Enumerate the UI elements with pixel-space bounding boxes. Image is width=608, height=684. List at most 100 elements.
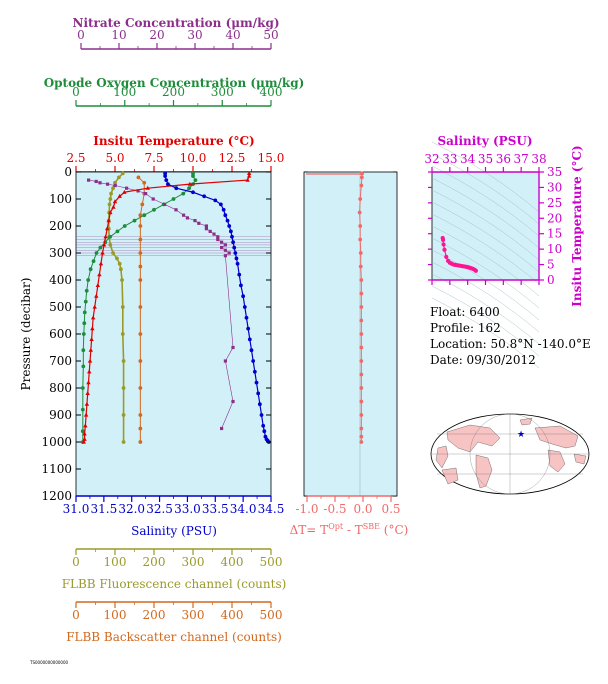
salinity-point	[262, 429, 267, 434]
fluorescence-point	[121, 386, 126, 390]
fluorescence-axis-tick-label: 100	[104, 555, 127, 569]
temperature-point	[246, 170, 252, 175]
temperature-axis-tick-label: 5.0	[105, 151, 124, 165]
pressure-tick-label: 1000	[41, 435, 72, 449]
pressure-tick-label: 1200	[41, 489, 72, 503]
density-contour	[431, 153, 540, 225]
temperature-point	[145, 185, 150, 190]
nitrate-point	[106, 182, 110, 186]
salinity-point	[223, 213, 228, 218]
ts-point	[444, 254, 449, 259]
delta-point	[359, 372, 364, 377]
oxygen-point	[84, 288, 89, 293]
temperature-point	[100, 250, 105, 255]
nitrate-point	[231, 345, 235, 350]
oxygen-point	[171, 197, 176, 201]
delta-point	[359, 440, 364, 444]
fluorescence-point	[117, 261, 122, 266]
oxygen-point	[82, 321, 87, 326]
nitrate-point	[98, 181, 102, 185]
salinity-point	[257, 402, 262, 407]
oxygen-point	[91, 259, 96, 263]
fluorescence-point	[120, 278, 124, 282]
salinity-point	[254, 380, 259, 385]
fluorescence-axis-title: FLBB Fluorescence channel (counts)	[62, 577, 287, 591]
fluorescence-point	[117, 175, 121, 180]
temperature-point	[87, 358, 93, 363]
fluorescence-point	[108, 197, 113, 201]
oxygen-axis-tick-label: 0	[72, 85, 80, 99]
density-contour	[431, 189, 540, 261]
ts-temperature-tick-label: 5	[547, 258, 555, 272]
density-contour	[431, 225, 540, 297]
backscatter-point	[138, 305, 143, 309]
salinity-point	[247, 337, 252, 342]
temperature-point	[86, 380, 91, 385]
delta-point	[358, 264, 363, 269]
ts-salinity-tick-label: 36	[496, 152, 511, 166]
delta-point	[359, 345, 364, 350]
nitrate-point	[94, 179, 98, 184]
salinity-point	[261, 423, 266, 428]
fluorescence-point	[120, 332, 125, 336]
ts-temperature-tick-label: 25	[547, 196, 562, 210]
salinity-point	[241, 294, 246, 299]
salinity-point	[218, 202, 223, 207]
delta-point	[359, 434, 364, 439]
oxygen-point	[122, 224, 127, 228]
delta-point	[359, 359, 364, 363]
oxygen-point	[80, 407, 85, 412]
fluorescence-point	[113, 180, 117, 185]
salinity-point	[228, 229, 233, 234]
backscatter-point	[138, 237, 143, 242]
fluorescence-point	[107, 202, 112, 207]
nitrate-point	[220, 426, 224, 431]
delta-point	[359, 386, 364, 390]
ts-salinity-tick-label: 34	[460, 152, 476, 166]
backscatter-point	[138, 264, 143, 269]
oxygen-axis-tick-label: 100	[113, 85, 136, 99]
pressure-tick-label: 200	[49, 219, 72, 233]
pressure-tick-label: 500	[49, 300, 72, 314]
oxygen-axis-tick-label: 300	[211, 85, 234, 99]
temperature-point	[85, 391, 90, 395]
delta-point	[357, 210, 362, 215]
ts-point	[441, 242, 446, 247]
temperature-point	[245, 177, 250, 182]
temperature-axis-tick-label: 2.5	[66, 151, 85, 165]
backscatter-axis-tick-label: 300	[182, 608, 205, 622]
nitrate-point	[144, 192, 148, 196]
location: Location: 50.8°N -140.0°E	[430, 337, 591, 351]
temperature-point	[108, 210, 113, 215]
temperature-point	[106, 218, 111, 223]
oxygen-point	[82, 310, 87, 315]
fluorescence-point	[111, 251, 115, 255]
salinity-point	[227, 224, 232, 228]
salinity-point	[225, 218, 230, 223]
nitrate-point	[136, 189, 140, 193]
pressure-tick-label: 600	[49, 327, 72, 341]
nitrate-axis-tick-label: 0	[77, 28, 85, 42]
nitrate-axis-tick-label: 10	[111, 28, 126, 42]
temperature-line	[83, 173, 250, 443]
ts-point	[442, 247, 447, 252]
nitrate-point	[216, 237, 220, 242]
delta-point	[359, 175, 364, 180]
delta-point	[359, 332, 364, 336]
salinity-point	[163, 174, 168, 178]
pressure-tick-label: 0	[64, 165, 72, 179]
oxygen-axis-tick-label: 200	[162, 85, 185, 99]
salinity-point	[232, 245, 237, 250]
backscatter-point	[138, 440, 143, 444]
nitrate-point	[125, 186, 129, 190]
backscatter-point	[138, 224, 143, 228]
temperature-point	[246, 173, 252, 178]
delta-axis-tick-label: 0.0	[353, 502, 372, 516]
nitrate-point	[174, 208, 178, 212]
density-contour	[431, 297, 540, 369]
delta-point	[359, 318, 364, 323]
backscatter-point	[138, 359, 143, 363]
density-contour	[431, 261, 540, 333]
fluorescence-axis-tick-label: 400	[221, 555, 244, 569]
